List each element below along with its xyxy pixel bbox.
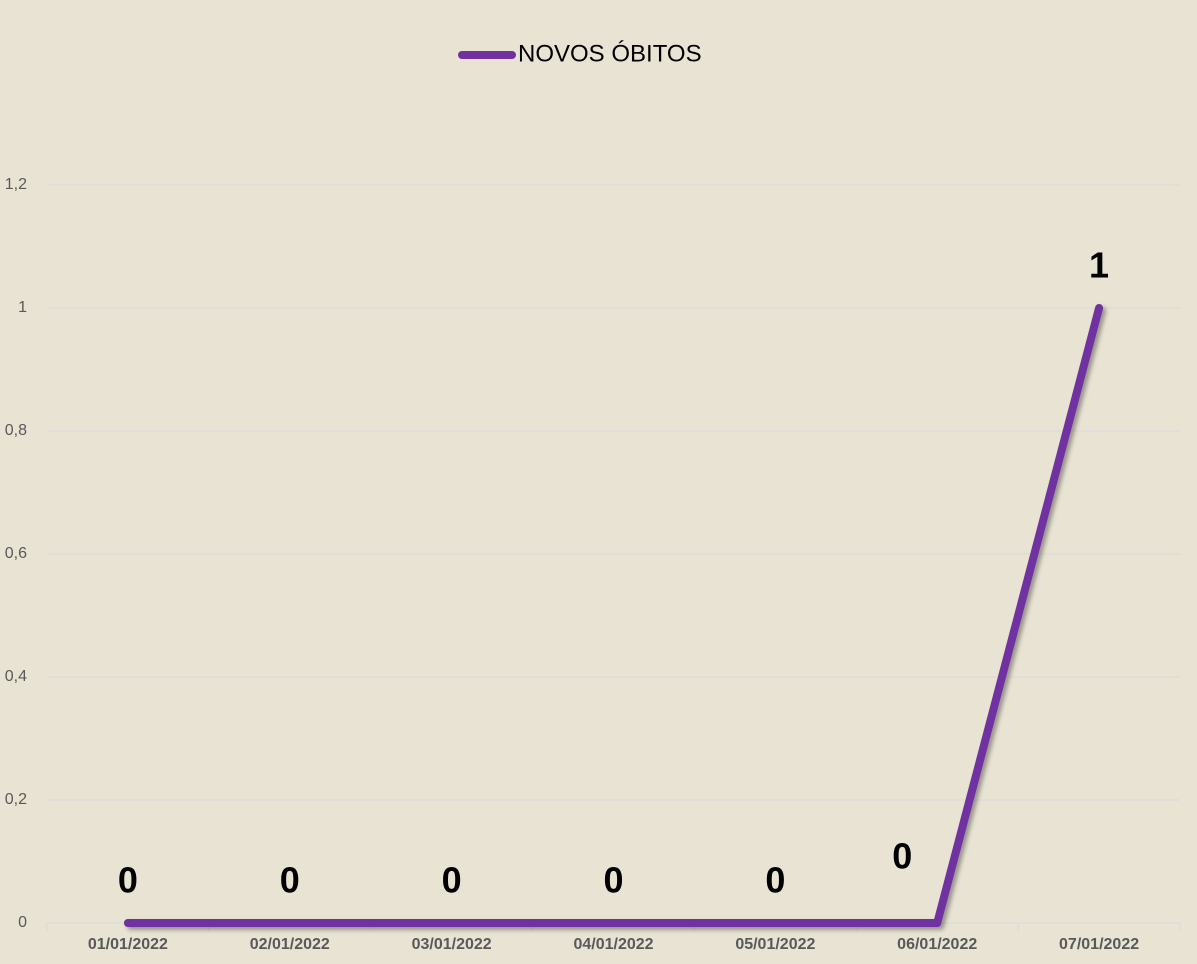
data-label: 0: [892, 836, 912, 877]
series-line: [123, 304, 1104, 927]
y-tick-label: 0,4: [5, 668, 27, 685]
x-tick-label: 04/01/2022: [573, 936, 653, 953]
data-label: 0: [442, 860, 462, 901]
y-tick-label: 0: [18, 914, 27, 931]
x-tick-label: 07/01/2022: [1059, 936, 1139, 953]
x-tick-label: 06/01/2022: [897, 936, 977, 953]
x-tick-label: 05/01/2022: [735, 936, 815, 953]
data-label: 1: [1089, 245, 1109, 286]
legend-label: NOVOS ÓBITOS: [518, 40, 702, 67]
data-label: 0: [280, 860, 300, 901]
y-tick-label: 0,2: [5, 791, 27, 808]
y-tick-label: 0,8: [5, 422, 27, 439]
x-tick-label: 03/01/2022: [412, 936, 492, 953]
x-tick-label: 02/01/2022: [250, 936, 330, 953]
y-tick-label: 0,6: [5, 545, 27, 562]
data-label: 0: [118, 860, 138, 901]
y-tick-label: 1: [18, 299, 27, 316]
x-tick-label: 01/01/2022: [88, 936, 168, 953]
y-tick-label: 1,2: [5, 176, 27, 193]
data-label: 0: [603, 860, 623, 901]
data-label: 0: [765, 860, 785, 901]
